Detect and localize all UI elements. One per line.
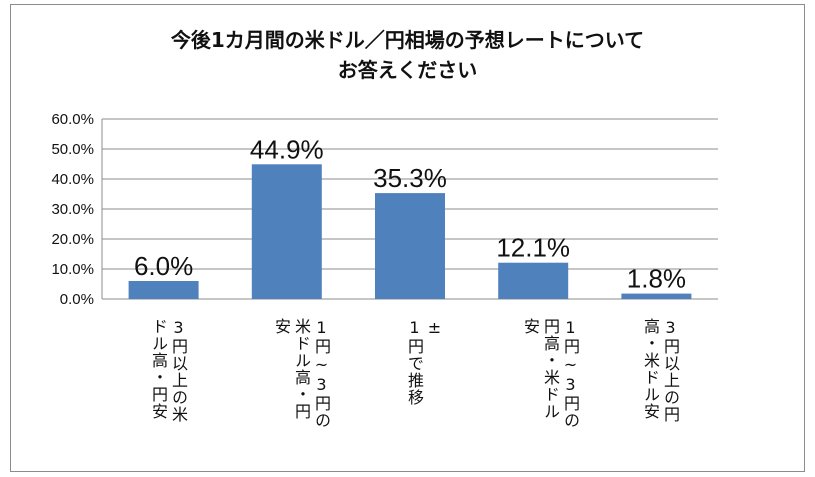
- y-tick-label: 40.0%: [51, 171, 94, 188]
- bar: [375, 193, 445, 299]
- data-label: 12.1%: [496, 233, 570, 263]
- bar: [621, 293, 692, 299]
- y-tick-label: 20.0%: [51, 231, 94, 248]
- y-tick-label: 10.0%: [51, 261, 94, 278]
- y-tick-label: 50.0%: [51, 141, 94, 158]
- data-label: 6.0%: [134, 251, 193, 281]
- bar: [498, 262, 569, 299]
- category-label-0: 3円以上の米 ドル高・円安: [149, 318, 188, 423]
- data-label: 35.3%: [373, 163, 447, 193]
- data-label: 44.9%: [250, 134, 324, 164]
- category-label-1: 1円~3円の 米ドル高・円 安: [272, 318, 331, 429]
- y-tick-label: 0.0%: [60, 291, 94, 308]
- category-label-4: 3円以上の円 高・米ドル安: [641, 318, 680, 423]
- y-tick-label: 30.0%: [51, 201, 94, 218]
- bar: [128, 281, 199, 299]
- y-tick-label: 60.0%: [51, 111, 94, 128]
- category-label-2: ± 1円で推移: [405, 318, 444, 406]
- bar: [251, 164, 322, 299]
- chart-title: 今後1カ月間の米ドル／円相場の予想レートについて お答えください: [170, 28, 645, 82]
- data-label: 1.8%: [627, 264, 686, 294]
- category-label-3: 1円~3円の 円高・米ドル 安: [521, 318, 580, 429]
